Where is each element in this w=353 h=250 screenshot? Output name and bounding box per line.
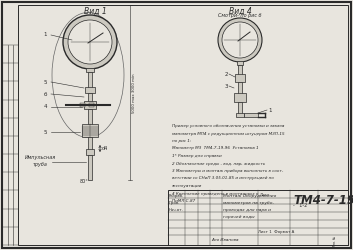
Text: 1: 1 xyxy=(268,108,272,112)
Bar xyxy=(89,103,94,107)
Text: Импульсная: Импульсная xyxy=(24,155,55,160)
Text: б: б xyxy=(43,92,47,96)
Bar xyxy=(244,113,258,117)
Text: 1: 1 xyxy=(43,32,47,38)
Text: ТМ4-7-19-96: ТМ4-7-19-96 xyxy=(293,194,353,207)
Bar xyxy=(88,93,92,102)
Text: 1* Размер для справки: 1* Размер для справки xyxy=(172,154,222,158)
Text: по рис 1:: по рис 1: xyxy=(172,139,191,143)
Text: 3: 3 xyxy=(224,84,228,88)
Text: Разраб.: Разраб. xyxy=(169,194,184,198)
Circle shape xyxy=(222,22,258,58)
Circle shape xyxy=(68,20,112,64)
Text: манометров на трубо-: манометров на трубо- xyxy=(223,201,274,205)
Text: 4: 4 xyxy=(43,104,47,110)
Text: 5: 5 xyxy=(43,130,47,134)
Bar xyxy=(82,124,98,137)
Text: Лист 1  Формат А: Лист 1 Формат А xyxy=(258,230,294,234)
Bar xyxy=(88,109,92,125)
Bar xyxy=(86,68,94,72)
Text: 5000 max 3000 min: 5000 max 3000 min xyxy=(132,73,136,113)
Bar xyxy=(237,61,243,65)
Circle shape xyxy=(63,15,117,69)
Text: -   1-2: - 1-2 xyxy=(293,203,307,208)
Bar xyxy=(236,113,244,117)
Bar xyxy=(85,87,95,93)
Bar xyxy=(84,101,96,109)
Text: 80°: 80° xyxy=(80,179,89,184)
Bar xyxy=(234,93,246,102)
Text: Пров.: Пров. xyxy=(169,201,180,205)
Text: горячей воды: горячей воды xyxy=(223,215,255,219)
Bar xyxy=(238,82,242,94)
Circle shape xyxy=(218,18,262,62)
Bar xyxy=(238,102,242,114)
Text: Аня Иванова: Аня Иванова xyxy=(211,238,239,242)
Bar xyxy=(80,103,85,107)
Text: Нач.от.: Нач.от. xyxy=(169,208,184,212)
Text: Смотри- по рис б: Смотри- по рис б xyxy=(218,13,262,18)
Text: Манометр МЗ  ТМ4-7-19-96  Установка 1: Манометр МЗ ТМ4-7-19-96 Установка 1 xyxy=(172,146,259,150)
Text: ПиМЛ С-87: ПиМЛ С-87 xyxy=(172,199,195,203)
Text: 2: 2 xyxy=(224,72,228,76)
Text: Вид 4: Вид 4 xyxy=(229,7,251,16)
Text: 2 Обозначение среды - вод. пар, жидкость: 2 Обозначение среды - вод. пар, жидкость xyxy=(172,162,265,166)
Bar xyxy=(168,190,348,245)
Bar xyxy=(238,65,242,75)
Text: манометра МП4 с редукционным штуцером МЗП-15: манометра МП4 с редукционным штуцером МЗ… xyxy=(172,132,285,136)
Bar xyxy=(235,74,245,82)
Text: проводах для пара и: проводах для пара и xyxy=(223,208,271,212)
Text: 5: 5 xyxy=(43,80,47,84)
Text: эксплуатации: эксплуатации xyxy=(172,184,202,188)
Text: 3 Манометры и монтаж прибора выполнять в соот-: 3 Манометры и монтаж прибора выполнять в… xyxy=(172,169,283,173)
Text: Лист: Лист xyxy=(260,193,270,197)
Text: Пример условного обозначения установки и заказа: Пример условного обозначения установки и… xyxy=(172,124,285,128)
Bar xyxy=(86,149,94,155)
Bar xyxy=(88,72,92,88)
Text: d4: d4 xyxy=(102,146,108,152)
Bar xyxy=(88,155,92,180)
Text: Монтаж Оборудования: Монтаж Оборудования xyxy=(223,194,276,198)
Text: Инв. №: Инв. № xyxy=(333,236,337,247)
Bar xyxy=(88,137,92,150)
Text: труба: труба xyxy=(32,162,47,167)
Text: ветствии со СНиП 3.05.01-85 и инструкцией по: ветствии со СНиП 3.05.01-85 и инструкцие… xyxy=(172,176,274,180)
Text: 4 Крепление приведено в монтажных к: 4 Крепление приведено в монтажных к xyxy=(172,192,258,196)
Text: Вид 1: Вид 1 xyxy=(84,7,106,16)
